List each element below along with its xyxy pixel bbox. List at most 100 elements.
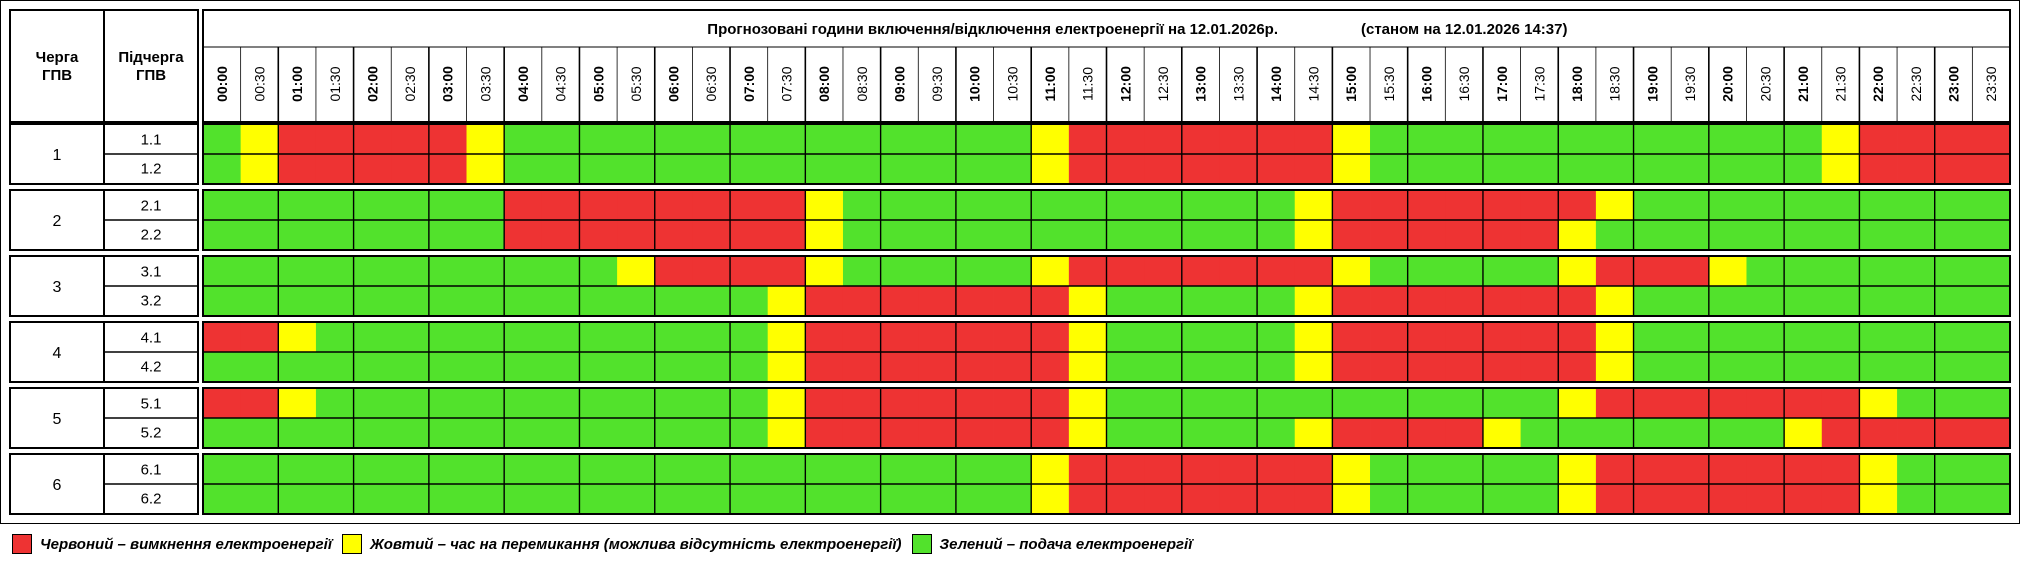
- schedule-cell: [1144, 191, 1182, 220]
- schedule-cell: [655, 484, 693, 513]
- schedule-cell: [1822, 352, 1860, 381]
- time-label: 21:00: [1795, 66, 1811, 102]
- schedule-cell: [1332, 125, 1370, 154]
- schedule-cell: [278, 418, 316, 447]
- schedule-cell: [768, 257, 806, 286]
- schedule-cell: [1596, 191, 1634, 220]
- schedule-cell: [1859, 323, 1897, 352]
- schedule-cell: [429, 191, 467, 220]
- schedule-cell: [542, 125, 580, 154]
- schedule-cell: [316, 125, 354, 154]
- schedule-cell: [1332, 389, 1370, 418]
- schedule-cell: [579, 220, 617, 249]
- schedule-cell: [1972, 154, 2010, 183]
- schedule-cell: [881, 484, 919, 513]
- schedule-cell: [1257, 323, 1295, 352]
- schedule-cell: [843, 455, 881, 484]
- schedule-cell: [1859, 455, 1897, 484]
- schedule-cell: [692, 389, 730, 418]
- time-label: 10:30: [1004, 66, 1020, 101]
- schedule-cell: [1558, 418, 1596, 447]
- schedule-cell: [579, 154, 617, 183]
- schedule-cell: [1031, 154, 1069, 183]
- schedule-cell: [730, 455, 768, 484]
- schedule-cell: [504, 455, 542, 484]
- schedule-cell: [1031, 418, 1069, 447]
- schedule-cell: [1031, 286, 1069, 315]
- schedule-cell: [655, 220, 693, 249]
- schedule-cell: [994, 257, 1032, 286]
- schedule-cell: [1558, 352, 1596, 381]
- schedule-cell: [1746, 286, 1784, 315]
- schedule-cell: [391, 154, 429, 183]
- time-label: 20:30: [1757, 66, 1773, 101]
- schedule-cell: [918, 484, 956, 513]
- schedule-cell: [1483, 323, 1521, 352]
- time-label: 00:00: [214, 66, 230, 102]
- schedule-cell: [467, 455, 505, 484]
- schedule-cell: [1596, 125, 1634, 154]
- time-label: 22:00: [1870, 66, 1886, 102]
- schedule-cell: [1671, 257, 1709, 286]
- queue-label: 1: [53, 147, 62, 164]
- schedule-cell: [1671, 352, 1709, 381]
- schedule-cell: [1521, 154, 1559, 183]
- time-label: 13:30: [1230, 66, 1246, 101]
- schedule-cell: [1182, 484, 1220, 513]
- schedule-cell: [278, 352, 316, 381]
- schedule-cell: [1031, 220, 1069, 249]
- subqueue-label: 5.2: [141, 425, 162, 442]
- schedule-cell: [805, 418, 843, 447]
- schedule-cell: [1671, 154, 1709, 183]
- time-label: 07:00: [741, 66, 757, 102]
- schedule-cell: [768, 191, 806, 220]
- schedule-cell: [1144, 220, 1182, 249]
- schedule-cell: [504, 352, 542, 381]
- schedule-cell: [1332, 154, 1370, 183]
- schedule-cell: [805, 220, 843, 249]
- schedule-cell: [956, 323, 994, 352]
- schedule-cell: [354, 257, 392, 286]
- schedule-cell: [692, 191, 730, 220]
- time-label: 05:00: [590, 66, 606, 102]
- schedule-cell: [1144, 352, 1182, 381]
- schedule-cell: [881, 418, 919, 447]
- subqueue-label: 4.2: [141, 359, 162, 376]
- schedule-cell: [1521, 455, 1559, 484]
- schedule-cell: [203, 389, 241, 418]
- schedule-cell: [730, 220, 768, 249]
- schedule-cell: [655, 125, 693, 154]
- time-label: 21:30: [1833, 66, 1849, 101]
- schedule-cell: [843, 484, 881, 513]
- schedule-cell: [354, 220, 392, 249]
- schedule-cell: [1671, 455, 1709, 484]
- schedule-cell: [579, 418, 617, 447]
- schedule-cell: [881, 455, 919, 484]
- schedule-cell: [1897, 323, 1935, 352]
- schedule-cell: [1332, 257, 1370, 286]
- schedule-cell: [1332, 323, 1370, 352]
- schedule-cell: [1972, 286, 2010, 315]
- schedule-cell: [1822, 154, 1860, 183]
- schedule-cell: [429, 389, 467, 418]
- time-label: 15:30: [1381, 66, 1397, 101]
- queue-header-label: Черга ГПВ: [36, 49, 79, 84]
- schedule-cell: [843, 191, 881, 220]
- schedule-cell: [1634, 125, 1672, 154]
- schedule-cell: [956, 389, 994, 418]
- schedule-cell: [617, 323, 655, 352]
- schedule-cell: [1558, 323, 1596, 352]
- schedule-cell: [1709, 125, 1747, 154]
- schedule-cell: [805, 455, 843, 484]
- schedule-cell: [429, 220, 467, 249]
- schedule-cell: [504, 286, 542, 315]
- schedule-cell: [1935, 323, 1973, 352]
- schedule-cell: [203, 352, 241, 381]
- schedule-cell: [1859, 286, 1897, 315]
- schedule-cell: [1521, 323, 1559, 352]
- subqueue-label: 6.1: [141, 462, 162, 479]
- schedule-cell: [1370, 455, 1408, 484]
- schedule-cell: [918, 154, 956, 183]
- schedule-cell: [994, 220, 1032, 249]
- schedule-cell: [1408, 389, 1446, 418]
